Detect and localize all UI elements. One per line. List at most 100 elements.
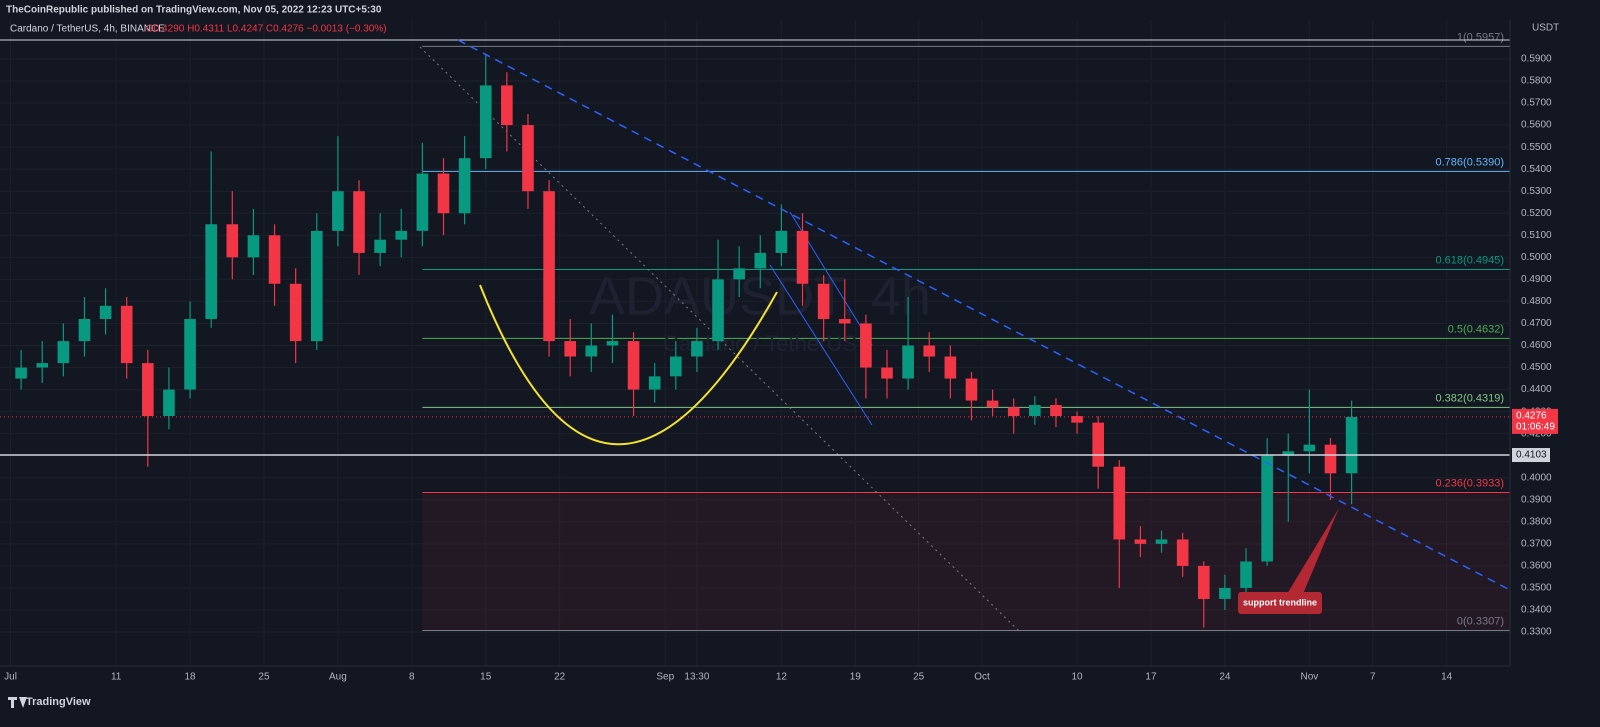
candle-body — [416, 173, 429, 231]
candle-body — [353, 191, 365, 253]
y-tick-label: 0.5400 — [1521, 164, 1552, 175]
candle-body — [437, 173, 450, 214]
candle-body — [669, 356, 682, 377]
candle-body — [458, 158, 471, 214]
candle-body — [36, 363, 49, 368]
candle-body — [902, 345, 914, 379]
y-tick-label: 0.5900 — [1521, 54, 1552, 65]
channel-line — [769, 264, 873, 426]
candle-body — [501, 85, 513, 126]
ohlc: O0.4290 H0.4311 L0.4247 C0.4276 −0.0013 … — [146, 24, 387, 35]
candle-body — [142, 363, 154, 417]
candle-body — [986, 400, 999, 408]
candle-body — [543, 191, 555, 342]
candle-body — [1029, 404, 1041, 417]
x-tick-label: 25 — [913, 672, 925, 683]
candle-body — [226, 224, 239, 258]
candle-body — [691, 341, 703, 357]
candle-body — [374, 239, 386, 253]
candle-body — [268, 235, 281, 284]
overlay — [0, 416, 1510, 456]
trendline — [457, 39, 1511, 591]
candle-body — [1240, 561, 1252, 588]
candle-body — [247, 235, 260, 258]
x-tick-label: 8 — [409, 672, 415, 683]
candle-body — [1050, 404, 1062, 417]
candle-body — [289, 283, 302, 342]
candle-body — [733, 268, 745, 280]
x-tick-label: 25 — [258, 672, 270, 683]
x-tick-label: 12 — [776, 672, 788, 683]
annotation-pointer — [1287, 508, 1339, 594]
candle-body — [965, 378, 978, 401]
diagonal-line — [419, 46, 1021, 633]
cup-curve — [479, 284, 778, 446]
x-tick-label: 13:30 — [684, 672, 709, 683]
candle-body — [163, 389, 175, 417]
fibonacci: 1(0.5957) 0.786(0.5390) 0.618(0.4945) 0.5(0… — [422, 31, 1510, 631]
candle-body — [332, 191, 344, 231]
fib-label: 0.618(0.4945) — [1436, 254, 1505, 266]
candle-body — [923, 345, 936, 357]
candle-body — [1303, 444, 1316, 452]
candle-body — [585, 345, 598, 357]
candle-body — [57, 341, 70, 364]
candle-body — [1113, 466, 1126, 540]
candle-body — [522, 125, 534, 192]
y-tick-label: 0.5600 — [1521, 120, 1552, 131]
y-tick-label: 0.4900 — [1521, 274, 1552, 285]
candle-body — [15, 367, 27, 379]
x-tick-label: Jul — [4, 672, 17, 683]
y-tick-label: 0.3700 — [1521, 538, 1552, 549]
candle-body — [120, 305, 133, 364]
y-tick-label: 0.4800 — [1521, 296, 1552, 307]
candle-body — [648, 376, 661, 390]
fib-label: 0.786(0.5390) — [1436, 156, 1505, 168]
header-bar — [0, 0, 1600, 20]
x-tick-label: 24 — [1219, 672, 1231, 683]
horizontal-line-label: 0.4103 — [1516, 450, 1547, 461]
candle-body — [881, 367, 893, 379]
grid — [0, 20, 1510, 666]
y-tick-label: 0.4700 — [1521, 318, 1552, 329]
candle-body — [78, 319, 91, 342]
candle-body — [1155, 539, 1168, 544]
x-tick-label: Aug — [329, 672, 347, 683]
horizontal-line-tag — [1512, 448, 1550, 463]
candles — [15, 54, 1358, 628]
candle-body — [184, 319, 196, 390]
x-tick-label: Sep — [656, 672, 674, 683]
candle-body — [712, 279, 724, 342]
y-tick-label: 0.5800 — [1521, 76, 1552, 87]
x-tick-label: 14 — [1441, 672, 1453, 683]
candle-body — [1261, 455, 1273, 562]
footer — [0, 688, 1600, 727]
fib-label: 0.5(0.4632) — [1448, 323, 1504, 335]
candle-body — [860, 323, 872, 368]
candle-body — [1176, 539, 1189, 566]
y-tick-label: 0.5300 — [1521, 186, 1552, 197]
y-axis-label: USDT — [1532, 23, 1559, 34]
candle-body — [310, 230, 323, 342]
y-tick-label: 0.3600 — [1521, 561, 1552, 572]
publisher: TheCoinRepublic published on TradingView… — [6, 5, 382, 16]
x-tick-label: 22 — [554, 672, 566, 683]
candle-body — [564, 341, 577, 357]
candle-body — [775, 230, 788, 253]
candle-body — [606, 341, 619, 346]
last-price-tag — [1512, 408, 1558, 434]
candle-body — [1197, 565, 1210, 599]
y-tick-label: 0.4600 — [1521, 340, 1552, 351]
candle-body — [754, 252, 767, 269]
candle-body — [1007, 407, 1020, 417]
x-tick-label: 7 — [1370, 672, 1376, 683]
candle-body — [1345, 416, 1358, 474]
x-tick-label: 18 — [185, 672, 197, 683]
fib-label: 1(0.5957) — [1457, 31, 1504, 43]
x-tick-label: Nov — [1300, 672, 1318, 683]
y-tick-label: 0.5200 — [1521, 208, 1552, 219]
candle-body — [944, 356, 957, 379]
candle-body — [838, 319, 851, 324]
